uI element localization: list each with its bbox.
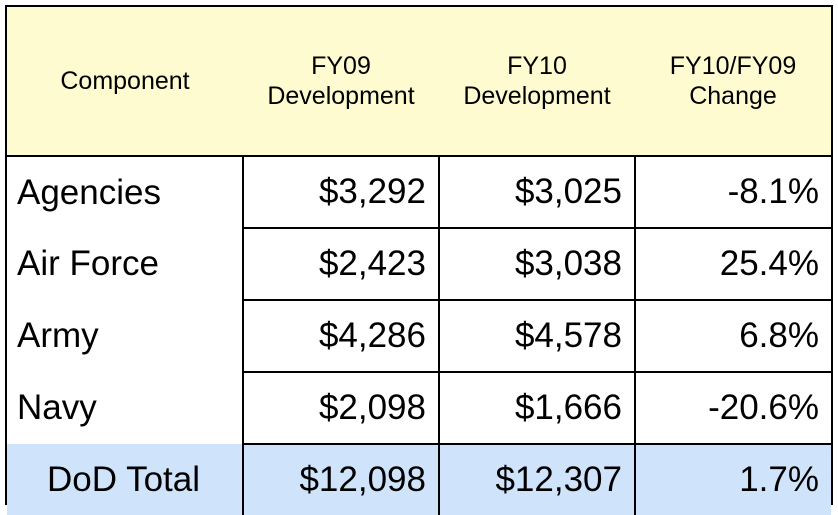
row-label: Air Force <box>7 228 244 300</box>
total-fy10-cell: $12,307 <box>438 443 636 515</box>
header-fy10-line-1: FY10 <box>507 52 567 80</box>
fy09-cell: $2,098 <box>242 371 440 445</box>
row-label: Navy <box>7 372 244 444</box>
fy10-cell: $4,578 <box>438 299 636 373</box>
header-fy09: FY09 Development <box>243 7 439 157</box>
development-table-frame: Component FY09 Development FY10 Developm… <box>5 5 833 515</box>
header-change: FY10/FY09 Change <box>635 7 831 157</box>
fy10-cell: $1,666 <box>438 371 636 445</box>
development-table: Component FY09 Development FY10 Developm… <box>7 7 831 515</box>
total-change-cell: 1.7% <box>634 443 831 515</box>
fy09-cell: $3,292 <box>242 155 440 229</box>
fy09-cell: $4,286 <box>242 299 440 373</box>
fy10-cell: $3,025 <box>438 155 636 229</box>
table-header: Component FY09 Development FY10 Developm… <box>7 7 831 157</box>
header-component: Component <box>7 7 243 157</box>
table-body: Agencies $3,292 $3,025 -8.1% Air Force $… <box>7 155 831 515</box>
header-change-line-2: Change <box>689 82 777 110</box>
total-fy09-cell: $12,098 <box>242 443 440 515</box>
total-row: DoD Total $12,098 $12,307 1.7% <box>7 443 831 515</box>
table-row: Agencies $3,292 $3,025 -8.1% <box>7 155 831 229</box>
row-label: Agencies <box>7 156 244 228</box>
header-fy10: FY10 Development <box>439 7 635 157</box>
header-component-line-1: Component <box>60 67 190 95</box>
change-cell: -20.6% <box>634 371 831 445</box>
header-fy10-line-2: Development <box>463 82 611 110</box>
change-cell: 25.4% <box>634 227 831 301</box>
table-row: Army $4,286 $4,578 6.8% <box>7 299 831 373</box>
fy10-cell: $3,038 <box>438 227 636 301</box>
header-fy09-line-1: FY09 <box>311 52 371 80</box>
change-cell: 6.8% <box>634 299 831 373</box>
fy09-cell: $2,423 <box>242 227 440 301</box>
row-label: Army <box>7 300 244 372</box>
header-row: Component FY09 Development FY10 Developm… <box>7 7 831 157</box>
table-row: Navy $2,098 $1,666 -20.6% <box>7 371 831 445</box>
header-fy09-line-2: Development <box>267 82 415 110</box>
table-row: Air Force $2,423 $3,038 25.4% <box>7 227 831 301</box>
header-change-line-1: FY10/FY09 <box>669 52 797 80</box>
total-label: DoD Total <box>7 444 244 515</box>
change-cell: -8.1% <box>634 155 831 229</box>
